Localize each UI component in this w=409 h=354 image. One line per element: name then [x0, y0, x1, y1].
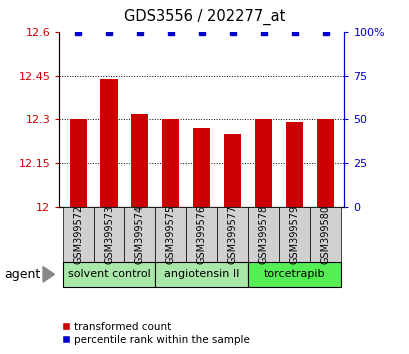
Text: GSM399574: GSM399574 [135, 205, 145, 264]
Bar [255, 120, 272, 207]
Text: torcetrapib: torcetrapib [263, 269, 325, 279]
Bar [70, 120, 86, 207]
Text: GSM399573: GSM399573 [104, 205, 114, 264]
Text: GSM399577: GSM399577 [227, 205, 237, 264]
Bar [162, 120, 179, 207]
Text: GSM399576: GSM399576 [196, 205, 207, 264]
Bar [285, 122, 303, 207]
Text: solvent control: solvent control [67, 269, 150, 279]
Bar [131, 114, 148, 207]
Text: GDS3556 / 202277_at: GDS3556 / 202277_at [124, 9, 285, 25]
Text: GSM399580: GSM399580 [320, 205, 330, 264]
Text: GSM399575: GSM399575 [166, 205, 175, 264]
Text: agent: agent [4, 268, 40, 281]
Text: GSM399579: GSM399579 [289, 205, 299, 264]
Bar [224, 134, 241, 207]
Text: GSM399572: GSM399572 [73, 205, 83, 264]
Text: GSM399578: GSM399578 [258, 205, 268, 264]
Bar [100, 79, 117, 207]
Legend: transformed count, percentile rank within the sample: transformed count, percentile rank withi… [58, 317, 254, 349]
Text: angiotensin II: angiotensin II [164, 269, 239, 279]
Bar [317, 120, 333, 207]
Bar [193, 128, 210, 207]
